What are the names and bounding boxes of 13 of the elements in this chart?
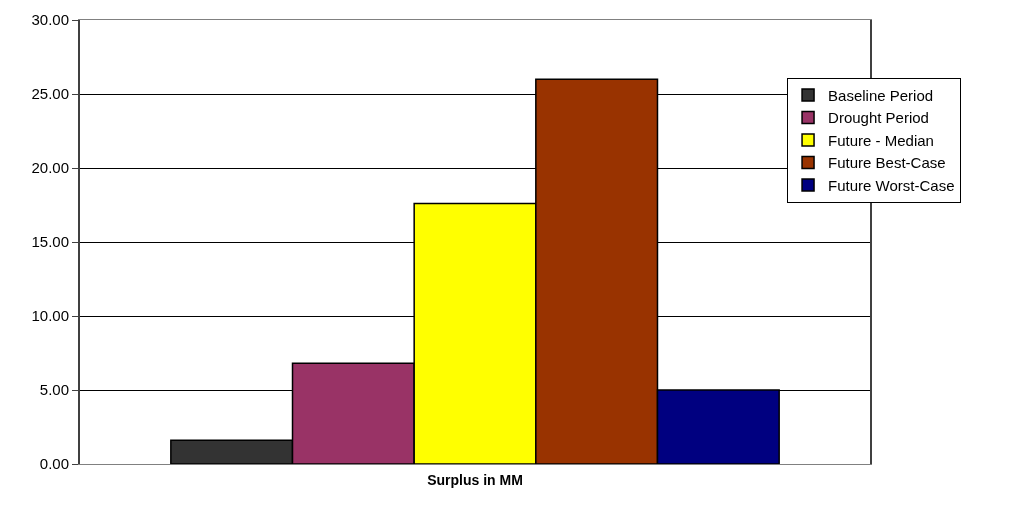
y-tick-label: 0.00 — [39, 455, 69, 473]
legend-label: Baseline Period — [828, 86, 934, 104]
y-tick-label: 30.00 — [31, 11, 69, 29]
y-tick-label: 15.00 — [31, 233, 69, 251]
y-tick-label: 20.00 — [31, 159, 69, 177]
y-tick-label: 25.00 — [31, 85, 69, 103]
legend-label: Future - Median — [828, 131, 934, 149]
legend-label: Drought Period — [828, 109, 929, 127]
legend-label: Future Best-Case — [828, 154, 946, 172]
x-axis-title: Surplus in MM — [427, 472, 523, 489]
y-tick-label: 5.00 — [39, 381, 69, 399]
legend-label: Future Worst-Case — [828, 176, 955, 194]
y-tick-label: 10.00 — [31, 307, 69, 325]
